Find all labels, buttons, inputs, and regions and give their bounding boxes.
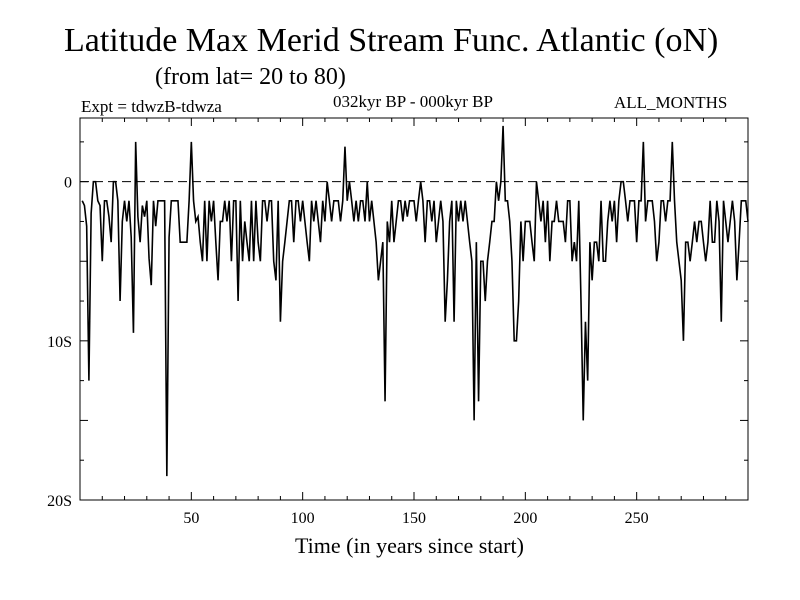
time-period-label: 032kyr BP - 000kyr BP [333, 92, 493, 111]
x-tick-label: 100 [291, 510, 315, 527]
months-label: ALL_MONTHS [614, 93, 728, 112]
x-axis-label: Time (in years since start) [295, 533, 524, 558]
y-tick-label: 0 [64, 175, 72, 192]
x-tick-label: 50 [183, 510, 199, 527]
y-tick-label: 20S [47, 493, 72, 510]
x-tick-label: 150 [402, 510, 426, 527]
chart-subtitle: (from lat= 20 to 80) [155, 64, 346, 90]
series-line [81, 125, 749, 477]
y-tick-label: 10S [47, 334, 72, 351]
chart-title: Latitude Max Merid Stream Func. Atlantic… [64, 22, 719, 59]
x-tick-label: 250 [625, 510, 649, 527]
axis-ticks [80, 118, 748, 500]
plot-frame [79, 117, 749, 501]
experiment-label: Expt = tdwzB-tdwza [81, 97, 222, 116]
x-tick-label: 200 [513, 510, 537, 527]
axis-tick-labels: 50 100 150 200 250 0 10S 20S [47, 175, 649, 527]
